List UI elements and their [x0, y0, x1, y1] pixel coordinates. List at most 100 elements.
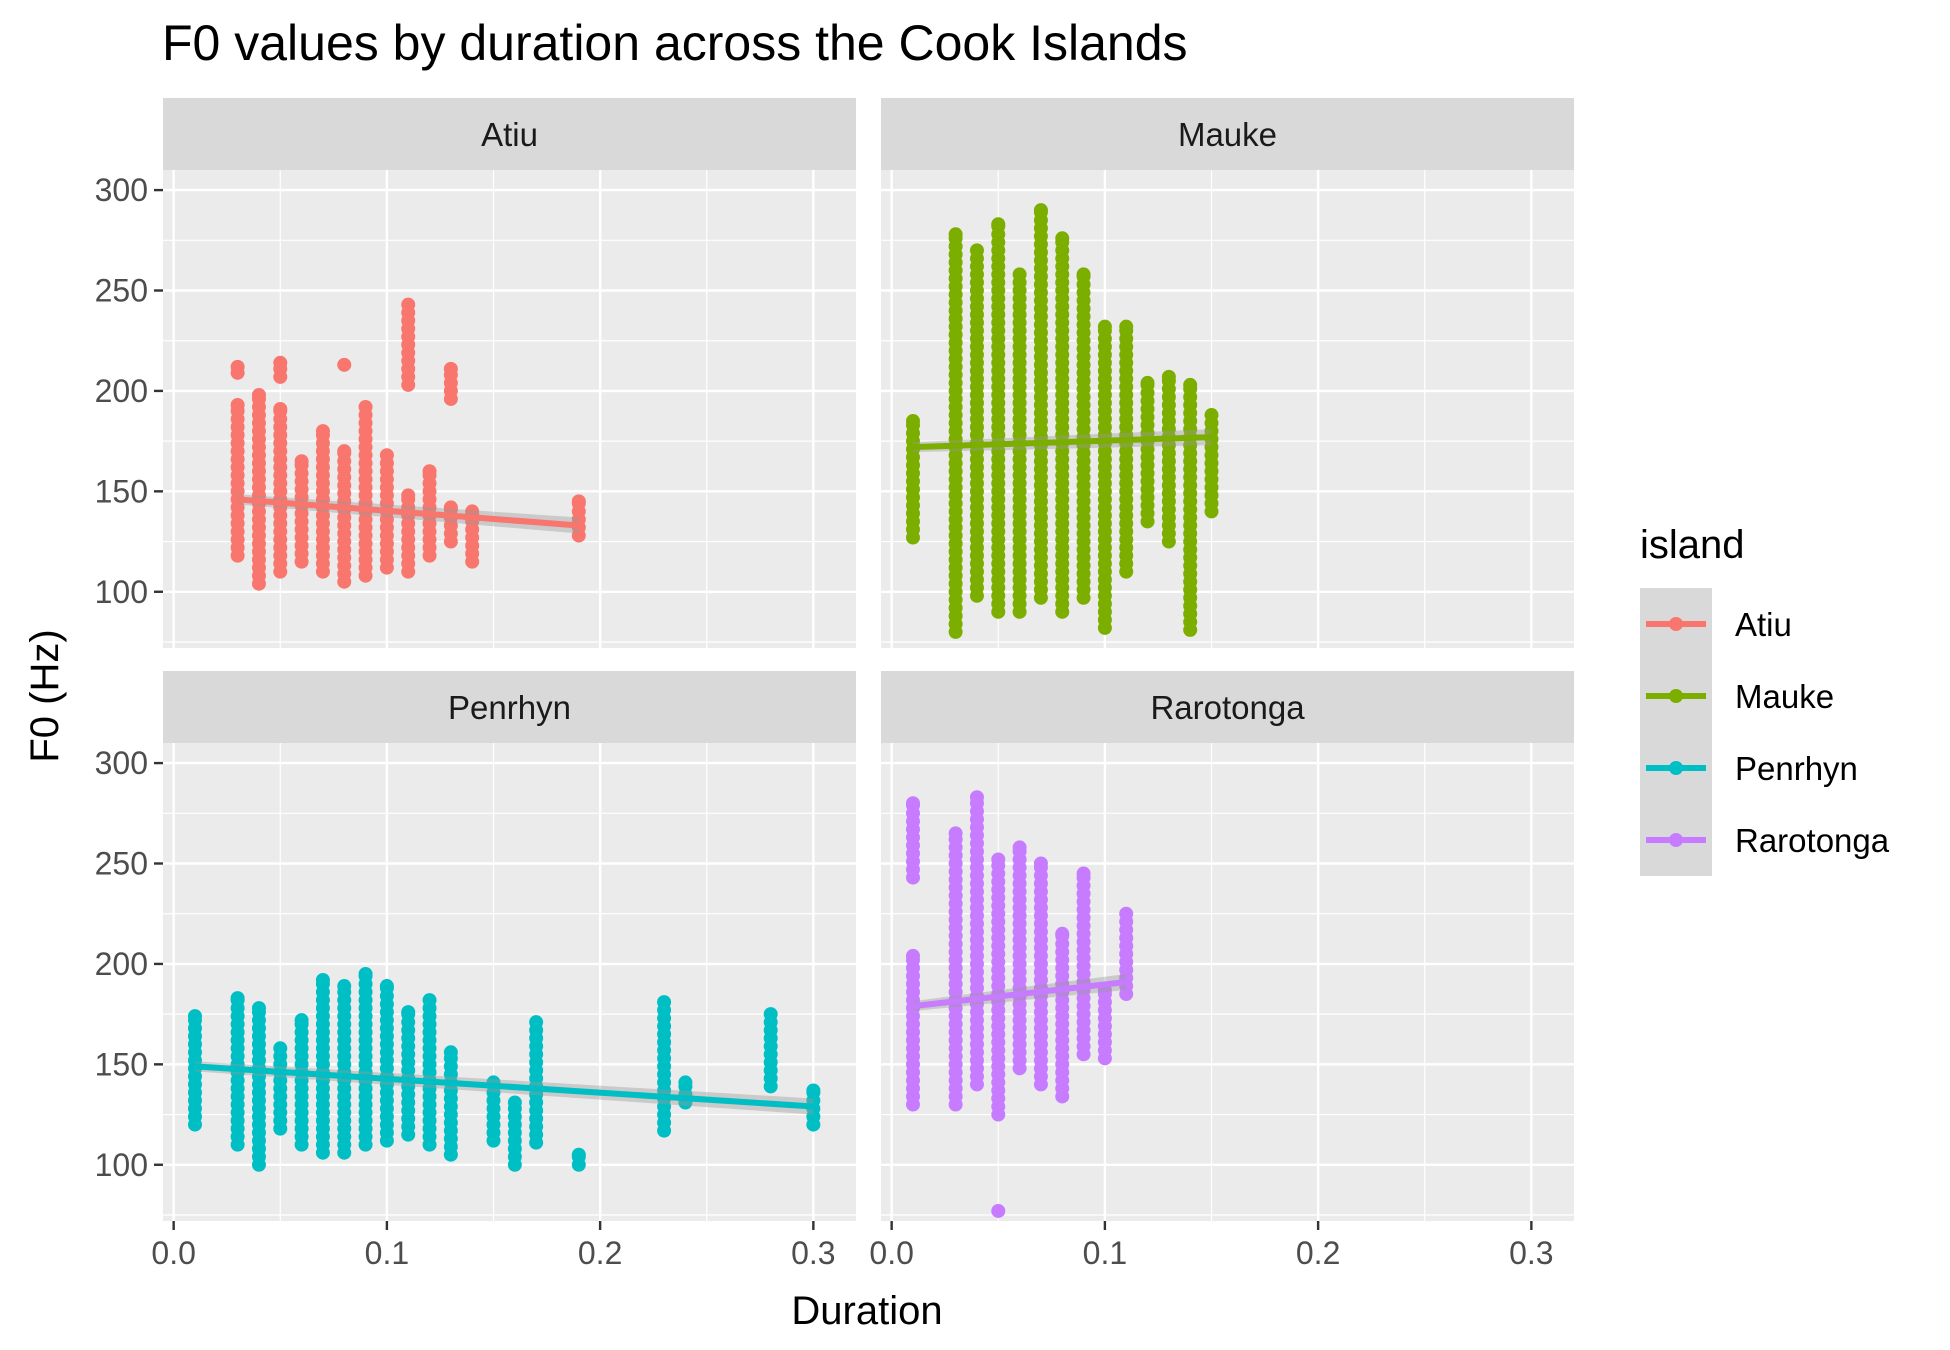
data-point [948, 826, 963, 841]
data-point [571, 494, 586, 509]
points-mauke [905, 203, 1219, 639]
data-point [358, 966, 373, 981]
gridlines [163, 743, 856, 1221]
data-point [401, 1005, 416, 1020]
data-point [1119, 319, 1134, 334]
data-point [1183, 377, 1198, 392]
legend-label-penrhyn: Penrhyn [1735, 750, 1858, 787]
data-point [251, 387, 266, 402]
legend-key-point [1669, 617, 1683, 631]
data-point [315, 972, 330, 987]
legend-key-point [1669, 833, 1683, 847]
legend-label-atiu: Atiu [1735, 606, 1792, 643]
data-point [1140, 375, 1155, 390]
data-point [230, 359, 245, 374]
y-tick-label: 200 [95, 373, 148, 409]
data-point [1204, 408, 1219, 423]
data-point [230, 397, 245, 412]
regression-line [194, 1063, 814, 1110]
regression-line [237, 496, 580, 529]
x-axis-label: Duration [791, 1289, 942, 1333]
data-point [273, 402, 288, 416]
facet-strip [881, 671, 1574, 743]
data-point [1055, 926, 1070, 941]
data-point [273, 355, 288, 370]
panel-rarotonga: Rarotonga [881, 671, 1574, 1221]
y-tick-label: 200 [95, 946, 148, 982]
data-point [571, 1147, 586, 1162]
data-point [657, 995, 672, 1010]
facet-strip-label: Mauke [1178, 116, 1277, 153]
x-tick-label: 0.2 [578, 1235, 622, 1271]
y-tick-label: 250 [95, 273, 148, 309]
data-point [1012, 267, 1027, 282]
points-rarotonga [905, 790, 1134, 1218]
y-tick-label: 150 [95, 473, 148, 509]
data-point [969, 790, 984, 805]
data-point [401, 297, 416, 312]
legend-label-mauke: Mauke [1735, 678, 1834, 715]
y-tick-label: 100 [95, 1147, 148, 1183]
y-tick-label: 300 [95, 172, 148, 208]
y-axes: 100 150 200 250 300 100 150 200 250 300 [95, 172, 163, 1183]
x-tick-label: 0.0 [869, 1235, 913, 1271]
facet-strip-label: Atiu [481, 116, 538, 153]
data-point [187, 1009, 202, 1024]
data-point [529, 1015, 544, 1030]
chart-title: F0 values by duration across the Cook Is… [162, 15, 1188, 71]
y-tick-label: 100 [95, 574, 148, 610]
data-point [948, 227, 963, 242]
data-point [443, 500, 458, 515]
x-tick-label: 0.3 [791, 1235, 835, 1271]
data-point [1119, 906, 1134, 921]
regression-line [912, 979, 1127, 1010]
data-point [991, 217, 1006, 232]
data-point [443, 1045, 458, 1060]
legend-keys: Atiu Mauke Penrhyn Rarotonga [1640, 588, 1890, 876]
data-point [678, 1075, 693, 1090]
x-tick-label: 0.3 [1509, 1235, 1553, 1271]
gridlines [881, 743, 1574, 1221]
data-point [905, 796, 920, 811]
data-point [507, 1095, 522, 1110]
data-point [969, 243, 984, 258]
legend-title: island [1640, 523, 1745, 567]
data-point [337, 444, 352, 459]
legend: island Atiu Mauke Penrhyn Rarotonga [1640, 523, 1890, 876]
panel-background [163, 170, 856, 648]
points-atiu [230, 297, 586, 591]
data-point [422, 464, 437, 479]
data-point [379, 979, 394, 994]
points-penrhyn [187, 966, 821, 1172]
data-point [401, 488, 416, 503]
legend-key-point [1669, 761, 1683, 775]
data-point [991, 852, 1006, 867]
facet-strip [163, 98, 856, 170]
y-tick-label: 300 [95, 745, 148, 781]
data-point [358, 399, 373, 414]
panel-atiu: Atiu [163, 98, 856, 648]
data-point [315, 424, 330, 439]
y-tick-label: 150 [95, 1046, 148, 1082]
x-tick-label: 0.1 [365, 1235, 409, 1271]
facet-strip-label: Penrhyn [448, 689, 571, 726]
legend-label-rarotonga: Rarotonga [1735, 822, 1890, 859]
data-point [1033, 203, 1048, 218]
data-point [251, 1001, 266, 1016]
data-point [337, 357, 352, 372]
data-point [1055, 231, 1070, 246]
data-point [443, 361, 458, 376]
data-point [294, 454, 309, 469]
panel-background [881, 743, 1574, 1221]
data-point [763, 1007, 778, 1022]
regression-line [912, 434, 1212, 451]
data-point [379, 448, 394, 463]
panel-penrhyn: Penrhyn [163, 671, 856, 1221]
x-tick-label: 0.1 [1083, 1235, 1127, 1271]
data-point [1161, 369, 1176, 384]
data-point [991, 1203, 1006, 1218]
legend-key-point [1669, 689, 1683, 703]
x-tick-label: 0.0 [151, 1235, 195, 1271]
data-point [1012, 840, 1027, 855]
